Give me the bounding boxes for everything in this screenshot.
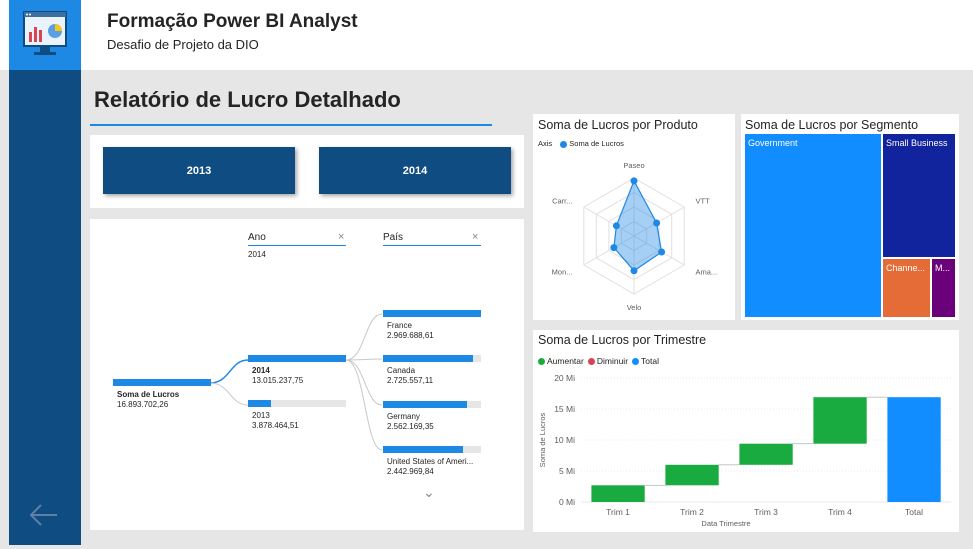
waterfall-x-tick: Total	[905, 507, 923, 517]
treemap-tile[interactable]: Small Business	[883, 134, 955, 257]
waterfall-bar	[591, 485, 645, 502]
radar-point	[610, 244, 618, 252]
year-node-bar-2014[interactable]	[248, 355, 346, 362]
waterfall-x-tick: Trim 3	[754, 507, 778, 517]
country-node-label: Canada	[387, 366, 416, 375]
year-node-value: 3.878.464,51	[252, 421, 299, 430]
level-header-pais-underline	[383, 245, 481, 246]
report-title: Relatório de Lucro Detalhado	[94, 87, 401, 112]
waterfall-x-label: Data Trimestre	[701, 519, 750, 528]
radar-spoke	[583, 235, 635, 266]
app-title: Formação Power BI Analyst	[107, 11, 358, 32]
country-node-bar[interactable]	[383, 446, 463, 453]
waterfall-y-tick: 0 Mi	[559, 497, 575, 507]
arrow-left-icon	[29, 504, 57, 526]
radar-legend-axis: Axis	[538, 139, 553, 148]
radar-axis-label: VTT	[696, 197, 711, 206]
waterfall-bar	[739, 443, 793, 465]
country-node-value: 2.562.169,35	[387, 422, 434, 431]
waterfall-bar	[665, 464, 719, 486]
year-node-value: 13.015.237,75	[252, 376, 304, 385]
dashboard-logo	[9, 0, 81, 70]
monitor-chart-icon	[23, 11, 67, 55]
waterfall-legend: Aumentar Diminuir Total	[538, 356, 663, 366]
year-node-bar-2013[interactable]	[248, 400, 271, 407]
level-header-ano-underline	[248, 245, 346, 246]
radar-axis-label: Velo	[627, 303, 642, 312]
tree-connectors	[209, 313, 383, 451]
treemap-tile-label: Government	[748, 138, 798, 148]
waterfall-y-tick: 5 Mi	[559, 466, 575, 476]
country-node-value: 2.442.969,84	[387, 467, 434, 476]
treemap-tile-label: M...	[935, 263, 950, 273]
radar-point	[630, 177, 638, 185]
app-subtitle: Desafio de Projeto da DIO	[107, 37, 259, 52]
legend-dot-icon	[587, 358, 595, 366]
treemap-tile-label: Small Business	[886, 138, 948, 148]
radar-chart-title: Soma de Lucros por Produto	[538, 118, 698, 132]
root-node-value: 16.893.702,26	[117, 400, 169, 409]
radar-point	[658, 248, 666, 256]
waterfall-bar	[887, 397, 941, 502]
waterfall-legend-item: Aumentar	[547, 356, 584, 366]
radar-axis-label: Ama...	[696, 268, 718, 277]
radar-spoke	[583, 206, 635, 237]
legend-dot-icon	[560, 140, 568, 148]
waterfall-legend-item: Total	[641, 356, 659, 366]
legend-dot-icon	[632, 358, 640, 366]
radar-axis-label: Carr...	[552, 197, 572, 206]
treemap-tile-label: Channe...	[886, 263, 926, 273]
treemap-title: Soma de Lucros por Segmento	[745, 118, 919, 132]
waterfall-legend-item: Diminuir	[596, 356, 629, 366]
waterfall-x-tick: Trim 4	[828, 507, 852, 517]
waterfall-y-label: Soma de Lucros	[538, 412, 547, 467]
radar-point	[630, 267, 638, 275]
level-header-pais: País	[383, 232, 404, 243]
country-node-label: United States of Ameri...	[387, 457, 474, 466]
waterfall-chart: 0 Mi 5 Mi 10 Mi 15 Mi 20 Mi Trim 1 Trim 2 Trim …	[538, 373, 951, 528]
side-navigation	[9, 70, 81, 545]
waterfall-y-tick: 10 Mi	[554, 435, 575, 445]
back-button[interactable]	[27, 500, 61, 530]
treemap-tile[interactable]: Channe...	[883, 259, 930, 317]
country-node-label: France	[387, 321, 412, 330]
country-node-value: 2.969.688,61	[387, 331, 434, 340]
radar-axis-label: Mon...	[552, 268, 573, 277]
waterfall-x-tick: Trim 1	[606, 507, 630, 517]
level-filter-ano: 2014	[248, 250, 266, 259]
year-node-track	[248, 400, 346, 407]
country-node-bar[interactable]	[383, 355, 473, 362]
decomposition-tree-card	[90, 219, 524, 530]
radar-point	[653, 219, 661, 227]
level-header-ano: Ano	[248, 232, 266, 243]
year-node-label: 2013	[252, 411, 270, 420]
close-level-pais-icon[interactable]: ×	[472, 231, 479, 243]
root-node-label: Soma de Lucros	[117, 390, 180, 399]
waterfall-y-tick: 20 Mi	[554, 373, 575, 383]
country-node-label: Germany	[387, 412, 420, 421]
treemap-tile[interactable]: M...	[932, 259, 955, 317]
country-node-value: 2.725.557,11	[387, 376, 434, 385]
title-underline	[90, 124, 492, 126]
header-bar	[0, 0, 973, 70]
close-level-ano-icon[interactable]: ×	[338, 231, 345, 243]
waterfall-y-tick: 15 Mi	[554, 404, 575, 414]
year-button-2014[interactable]: 2014	[319, 147, 511, 194]
waterfall-x-tick: Trim 2	[680, 507, 704, 517]
radar-point	[612, 222, 620, 230]
root-node-bar[interactable]	[113, 379, 211, 386]
legend-dot-icon	[538, 358, 545, 366]
treemap-tile[interactable]: Government	[745, 134, 881, 317]
waterfall-bar	[813, 397, 867, 444]
year-button-2013[interactable]: 2013	[103, 147, 295, 194]
radar-legend: Axis Soma de Lucros	[538, 139, 624, 148]
country-node-bar[interactable]	[383, 401, 467, 408]
radar-legend-series: Soma de Lucros	[569, 139, 624, 148]
radar-axis-label: Paseo	[623, 161, 644, 170]
year-node-label: 2014	[252, 366, 270, 375]
waterfall-title: Soma de Lucros por Trimestre	[538, 333, 707, 347]
radar-chart: Paseo VTT Ama... Velo Mon... Carr...	[552, 161, 718, 312]
chevron-down-icon[interactable]: ⌄	[423, 484, 435, 500]
country-node-bar[interactable]	[383, 310, 481, 317]
